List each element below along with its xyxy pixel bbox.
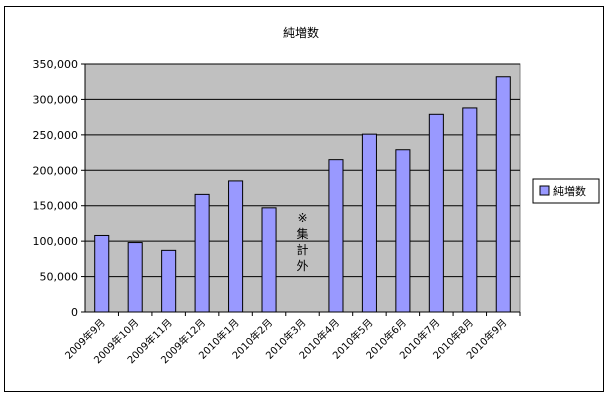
bar bbox=[194, 193, 210, 313]
legend-label: 純増数 bbox=[553, 185, 586, 198]
bar bbox=[127, 242, 143, 313]
annotation-text: 計 bbox=[296, 242, 308, 257]
bar bbox=[462, 107, 478, 313]
bar bbox=[161, 249, 177, 313]
chart-svg: 純増数 0 50,000 100,000 150,000 200,000 250,000 3… bbox=[33, 25, 600, 366]
y-tick-label: 350,000 bbox=[33, 58, 79, 71]
y-tick-label: 50,000 bbox=[40, 271, 79, 284]
bar bbox=[428, 113, 444, 313]
plot-area bbox=[84, 63, 521, 313]
annotation-text: ※ bbox=[297, 211, 307, 225]
annotation-text: 外 bbox=[296, 259, 308, 273]
bar bbox=[261, 207, 277, 313]
y-tick-label: 0 bbox=[71, 306, 78, 319]
bar bbox=[94, 234, 110, 313]
y-tick-label: 100,000 bbox=[33, 235, 79, 248]
y-tick-label: 200,000 bbox=[33, 164, 79, 177]
chart-frame: 純増数 0 50,000 100,000 150,000 200,000 250,000 3… bbox=[4, 6, 604, 392]
grid-layer bbox=[85, 63, 520, 278]
bar bbox=[228, 180, 244, 313]
y-tick-label: 250,000 bbox=[33, 129, 79, 142]
y-tick-label: 300,000 bbox=[33, 93, 79, 106]
legend: 純増数 bbox=[532, 178, 600, 204]
bar bbox=[495, 76, 511, 313]
bar bbox=[361, 133, 377, 313]
annotation-layer: ※集計外 bbox=[296, 211, 308, 273]
y-tick-label: 150,000 bbox=[33, 200, 79, 213]
bar bbox=[328, 159, 344, 313]
bar bbox=[395, 149, 411, 313]
annotation-text: 集 bbox=[296, 226, 308, 241]
chart-title: 純増数 bbox=[283, 25, 319, 40]
bar-layer bbox=[94, 76, 511, 313]
legend-swatch bbox=[539, 185, 550, 196]
